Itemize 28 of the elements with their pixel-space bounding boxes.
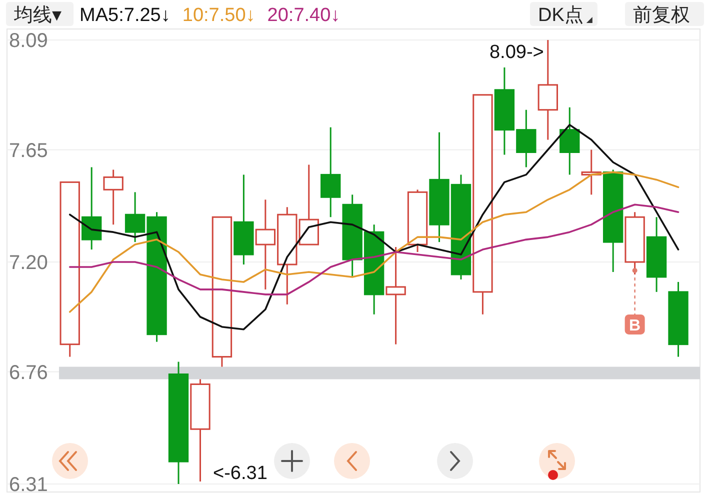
text: 前复权 bbox=[633, 5, 690, 26]
annotation: B bbox=[629, 317, 641, 334]
line-series bbox=[68, 171, 680, 313]
candlestick bbox=[668, 281, 688, 358]
y-tick-label: 7.20 bbox=[9, 252, 48, 274]
text: 20:7.40↓ bbox=[267, 5, 340, 26]
annotation: <-6.31 bbox=[213, 463, 268, 484]
candlestick bbox=[386, 246, 406, 346]
candlestick bbox=[234, 174, 254, 266]
y-tick-label: 8.09 bbox=[9, 30, 48, 52]
legend-title: 均线▾ bbox=[13, 5, 62, 26]
y-tick-label: 7.65 bbox=[9, 140, 48, 162]
line-series bbox=[68, 124, 680, 330]
text: MA5:7.25↓ bbox=[80, 5, 170, 26]
y-tick-label: 6.76 bbox=[9, 362, 48, 384]
candlestick bbox=[560, 106, 580, 176]
candlestick bbox=[190, 378, 210, 482]
y-tick-label: 6.31 bbox=[9, 474, 48, 496]
annotation: 8.09-> bbox=[489, 42, 544, 63]
text: DK点 bbox=[538, 5, 584, 26]
line-series bbox=[68, 204, 680, 296]
candlestick bbox=[624, 211, 645, 276]
text: 10:7.50↓ bbox=[182, 5, 256, 26]
candlestick bbox=[320, 126, 341, 218]
candlestick bbox=[103, 168, 124, 226]
candlestick bbox=[82, 166, 102, 250]
candlestick bbox=[646, 216, 667, 293]
candlestick bbox=[168, 361, 189, 485]
